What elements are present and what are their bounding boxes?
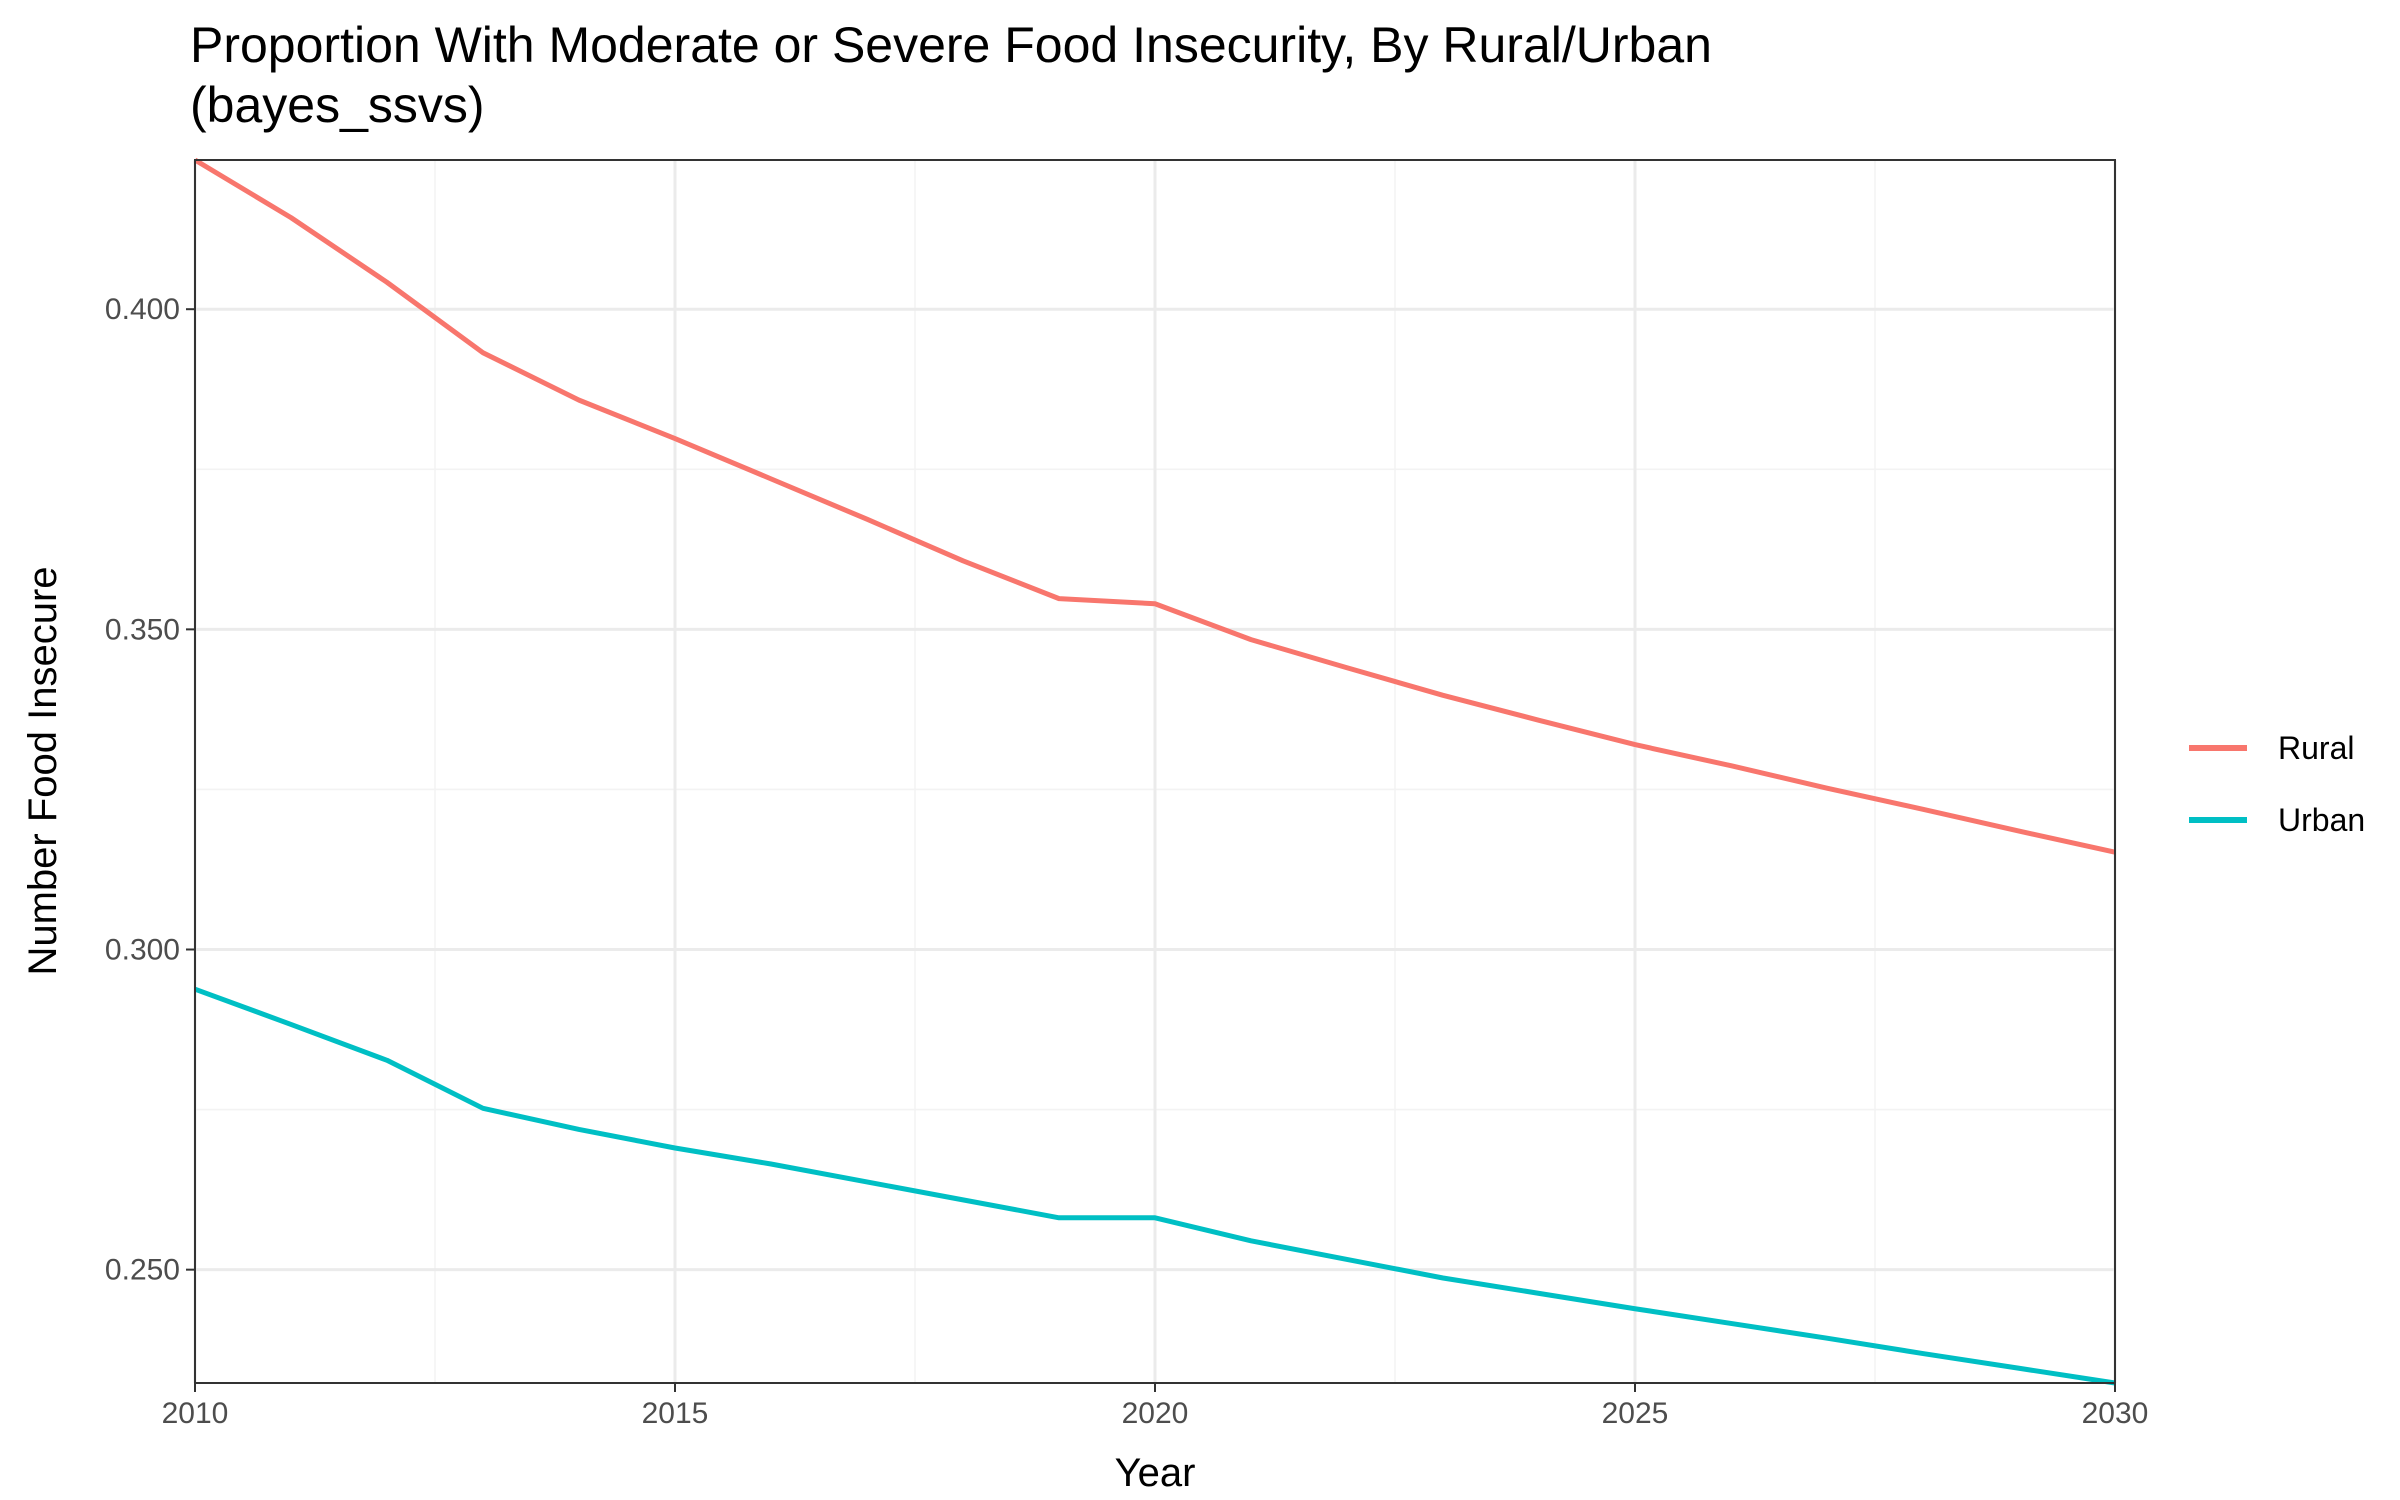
y-tick-label: 0.350: [105, 613, 180, 646]
y-tick-label: 0.300: [105, 934, 180, 967]
plot-panel: [193, 157, 2117, 1386]
x-tick-label: 2015: [642, 1397, 709, 1430]
y-axis-label: Number Food Insecure: [21, 566, 65, 975]
x-tick-label: 2025: [1602, 1397, 1669, 1430]
x-tick-label: 2020: [1122, 1397, 1189, 1430]
y-axis: 0.250 0.300 0.350 0.400: [105, 293, 195, 1287]
chart-title: Proportion With Moderate or Severe Food …: [190, 17, 1712, 73]
legend-label-rural: Rural: [2278, 730, 2354, 766]
series-line-urban: [194, 986, 2116, 1386]
legend: Rural Urban: [2189, 730, 2365, 838]
x-tick-label: 2030: [2082, 1397, 2149, 1430]
chart-subtitle: (bayes_ssvs): [190, 77, 485, 133]
legend-label-urban: Urban: [2278, 802, 2365, 838]
x-axis-label: Year: [1115, 1451, 1196, 1495]
y-tick-label: 0.250: [105, 1254, 180, 1287]
x-axis: 2010 2015 2020 2025 2030: [162, 1383, 2149, 1430]
series-line-rural: [193, 157, 2116, 855]
series-lines: [193, 157, 2116, 1386]
x-tick-label: 2010: [162, 1397, 229, 1430]
y-tick-label: 0.400: [105, 293, 180, 326]
